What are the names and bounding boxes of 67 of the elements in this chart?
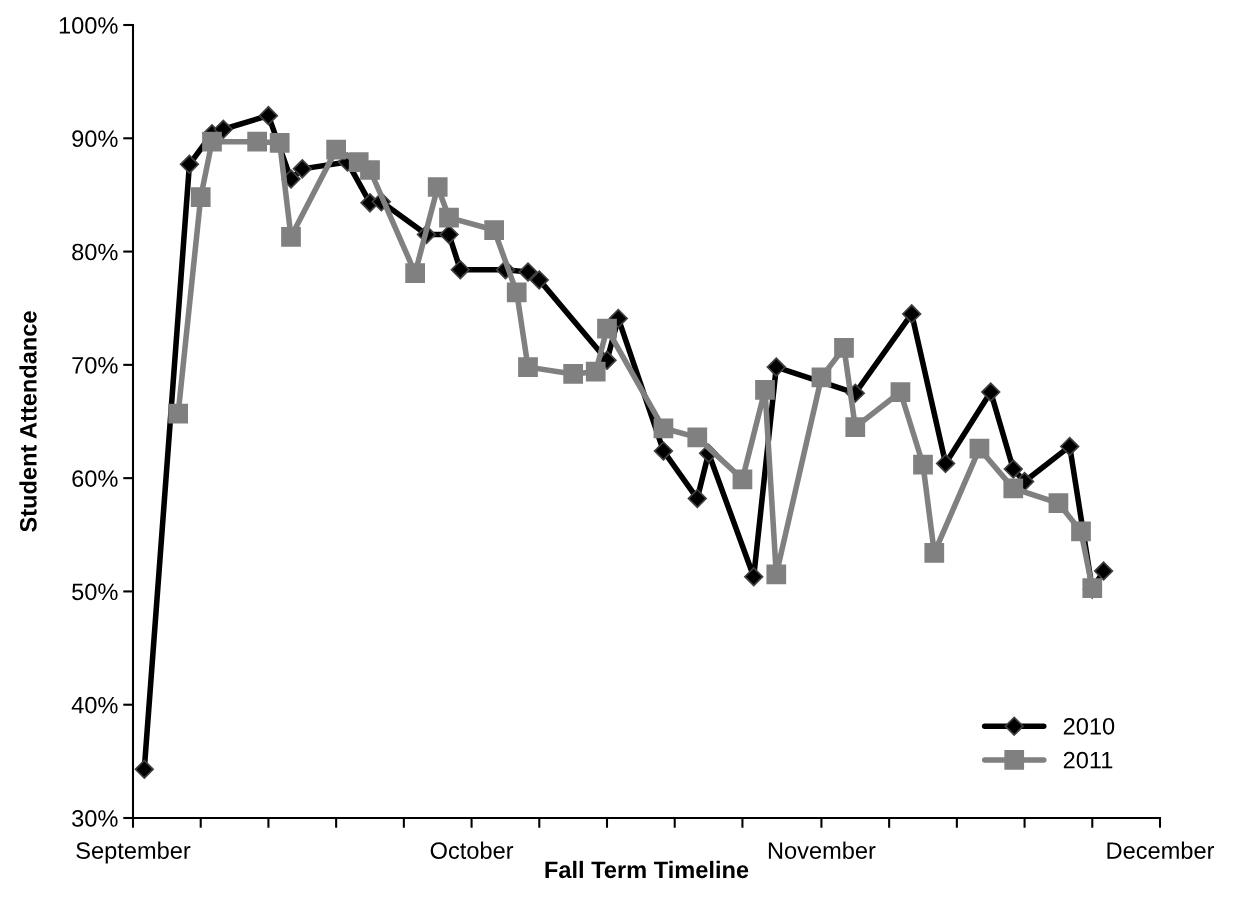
point xyxy=(202,131,222,152)
y-tick-label: 60% xyxy=(72,470,118,487)
point xyxy=(518,357,538,377)
point xyxy=(653,418,674,439)
point xyxy=(902,304,922,324)
point xyxy=(1003,459,1023,479)
point xyxy=(247,131,268,152)
point xyxy=(269,132,290,153)
point xyxy=(405,263,426,283)
point xyxy=(1003,478,1024,499)
y-tick-label: 100% xyxy=(59,17,118,34)
point xyxy=(981,382,1001,402)
point xyxy=(1071,521,1091,542)
point xyxy=(744,567,764,587)
point xyxy=(1093,561,1114,581)
y-axis-title: Student Attendance xyxy=(19,311,37,532)
point xyxy=(845,417,866,438)
point xyxy=(913,454,933,475)
point xyxy=(258,105,279,126)
y-tick-label: 50% xyxy=(72,583,118,601)
point xyxy=(687,427,708,448)
y-tick-label: 80% xyxy=(72,243,118,261)
point xyxy=(506,282,527,303)
x-tick-label: October xyxy=(430,841,514,859)
point xyxy=(213,119,233,139)
point xyxy=(811,367,832,388)
y-tick-label: 70% xyxy=(72,356,118,374)
point xyxy=(529,270,549,290)
point xyxy=(1060,436,1080,457)
point xyxy=(450,260,470,280)
point xyxy=(439,224,459,245)
point xyxy=(766,564,787,585)
point xyxy=(755,379,775,400)
legend-label: 2010 xyxy=(1063,717,1115,735)
point xyxy=(687,488,707,509)
point xyxy=(134,759,154,779)
point xyxy=(732,469,753,490)
point xyxy=(427,177,448,197)
point xyxy=(326,139,347,160)
point xyxy=(563,364,584,384)
x-axis-title: Fall Term Timeline xyxy=(545,860,749,879)
point xyxy=(292,159,312,179)
point xyxy=(190,187,211,208)
point xyxy=(484,220,505,240)
point xyxy=(890,382,911,402)
point xyxy=(766,357,786,377)
y-tick-label: 40% xyxy=(71,696,118,714)
point xyxy=(935,453,956,474)
point xyxy=(969,438,990,459)
point xyxy=(834,338,854,358)
point xyxy=(597,318,617,339)
point xyxy=(518,262,538,282)
point xyxy=(924,543,945,563)
point xyxy=(439,207,459,228)
y-tick-label: 90% xyxy=(72,130,118,148)
point xyxy=(360,160,380,180)
point xyxy=(585,361,606,382)
x-tick-label: September xyxy=(76,841,191,864)
point xyxy=(179,154,200,175)
y-tick-label: 30% xyxy=(72,810,118,827)
point xyxy=(653,441,674,461)
point xyxy=(1048,493,1069,513)
x-tick-label: December xyxy=(1107,841,1215,859)
point xyxy=(281,226,301,247)
point xyxy=(168,403,189,424)
x-tick-label: November xyxy=(768,841,876,859)
legend-label: 2011 xyxy=(1063,751,1113,769)
